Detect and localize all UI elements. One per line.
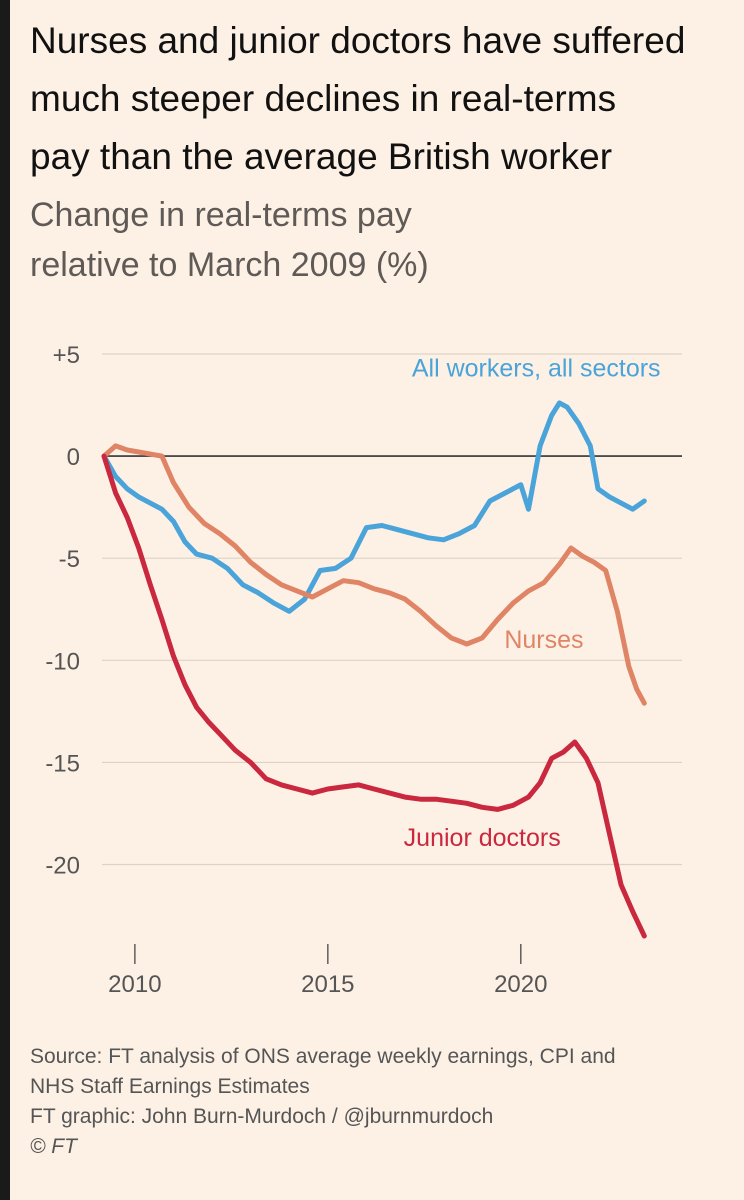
x-tick-label: 2015 <box>301 971 354 998</box>
line-chart: +5 0 -5 -10 -15 -20 2010 2015 2020 All workers, a… <box>45 342 682 998</box>
chart-subtitle: Change in real-terms pay relative to Mar… <box>30 190 730 290</box>
nurses-label: Nurses <box>504 626 583 654</box>
y-tick-label: 0 <box>67 444 80 471</box>
title-line-1: Nurses and junior doctors have suffered <box>30 20 686 61</box>
x-tick-label: 2020 <box>494 971 547 998</box>
left-edge-bar <box>0 0 10 1200</box>
all-workers-all-sectors-label: All workers, all sectors <box>412 354 661 382</box>
junior-doctors-line <box>101 453 647 939</box>
chart-footer: Source: FT analysis of ONS average weekl… <box>30 1042 730 1162</box>
y-tick-label: -15 <box>45 750 80 777</box>
source-line-2: NHS Staff Earnings Estimates <box>30 1075 310 1098</box>
graphic-credit: FT graphic: John Burn-Murdoch / @jburnmu… <box>30 1105 494 1128</box>
all-workers-all-sectors-line <box>101 400 647 614</box>
junior-doctors-label: Junior doctors <box>404 824 561 852</box>
chart-title: Nurses and junior doctors have suffered … <box>30 12 744 186</box>
y-tick-label: -20 <box>45 853 80 880</box>
title-line-2: much steeper declines in real-terms <box>30 78 617 119</box>
copyright: © FT <box>30 1135 77 1158</box>
title-line-3: pay than the average British worker <box>30 136 613 177</box>
x-tick-label: 2010 <box>108 971 161 998</box>
subtitle-line-2: relative to March 2009 (%) <box>30 246 429 284</box>
subtitle-line-1: Change in real-terms pay <box>30 196 412 234</box>
source-line-1: Source: FT analysis of ONS average weekl… <box>30 1045 616 1068</box>
y-tick-label: -10 <box>45 648 80 675</box>
y-tick-label: -5 <box>59 546 80 573</box>
nurses-line <box>101 443 647 706</box>
y-tick-label: +5 <box>53 342 80 369</box>
